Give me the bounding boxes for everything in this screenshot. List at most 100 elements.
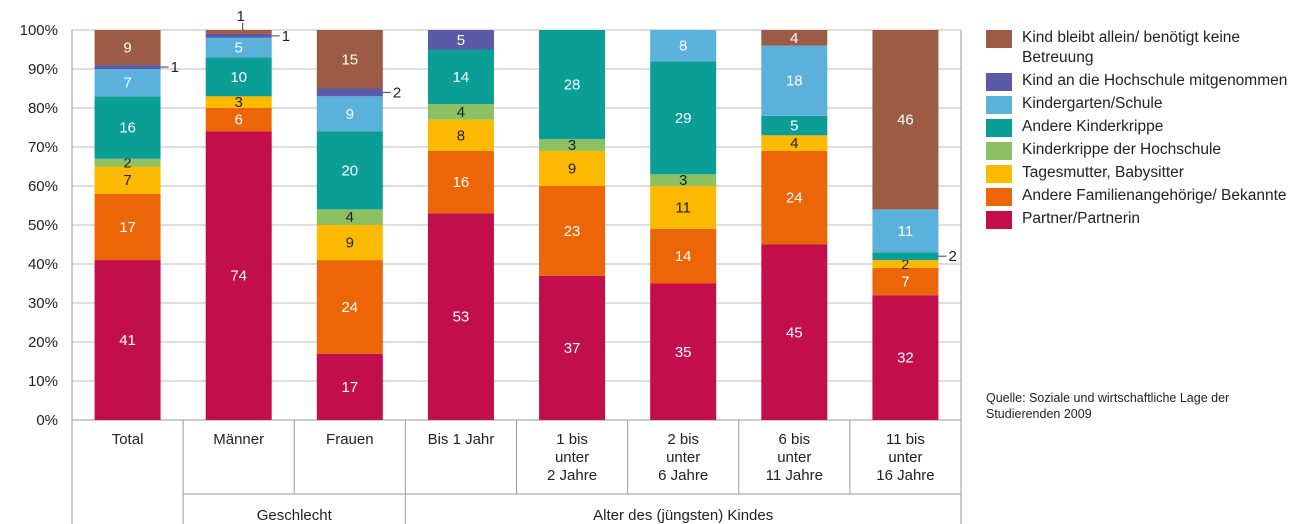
bar-segment xyxy=(94,30,161,66)
bar-segment xyxy=(761,45,828,116)
bar-segment xyxy=(94,158,161,167)
bar-segment xyxy=(650,61,717,175)
x-tick-label: 1 bis xyxy=(556,431,588,448)
x-tick-label: Total xyxy=(112,431,144,448)
bar-segment xyxy=(316,96,383,132)
data-label: 53 xyxy=(453,309,470,326)
x-tick-label: 2 bis xyxy=(667,431,699,448)
data-label: 1 xyxy=(171,59,179,76)
legend-item: Partner/Partnerin xyxy=(986,209,1296,229)
bar-segment xyxy=(205,33,272,38)
group-label: Geschlecht xyxy=(257,507,333,524)
legend-swatch xyxy=(986,142,1012,160)
bar-segment xyxy=(650,228,717,284)
legend-label: Tagesmutter, Babysitter xyxy=(1022,164,1184,181)
x-tick-label: 16 Jahre xyxy=(876,467,934,484)
bar-segment xyxy=(872,295,939,420)
bar-segment xyxy=(650,186,717,229)
legend-item: Tagesmutter, Babysitter xyxy=(986,163,1296,183)
bar-segment xyxy=(205,108,272,132)
y-tick-label: 20% xyxy=(28,334,58,351)
bar-segment xyxy=(650,30,717,62)
x-tick-label: unter xyxy=(555,449,589,466)
chart-legend: Kind bleibt allein/ benötigt keine Betre… xyxy=(986,28,1296,232)
bar-segment xyxy=(427,30,494,50)
data-label: 17 xyxy=(119,219,136,236)
bar-segment xyxy=(650,174,717,186)
legend-label: Kind bleibt allein/ benötigt keine Betre… xyxy=(1022,29,1241,66)
data-label: 2 xyxy=(124,155,132,171)
bar-segment xyxy=(872,252,939,261)
bar-segment xyxy=(761,150,828,245)
legend-item: Kind bleibt allein/ benötigt keine Betre… xyxy=(986,28,1296,68)
bar-segment xyxy=(316,30,383,89)
legend-swatch xyxy=(986,30,1012,48)
legend-item: Kind an die Hochschule mitgenommen xyxy=(986,71,1296,91)
legend-label: Kindergarten/Schule xyxy=(1022,95,1163,112)
legend-item: Kinderkrippe der Hochschule xyxy=(986,140,1296,160)
legend-label: Partner/Partnerin xyxy=(1022,210,1141,227)
bar-segment xyxy=(872,209,939,253)
y-tick-label: 10% xyxy=(28,373,58,390)
chart-plot: 0%10%20%30%40%50%60%70%80%90%100%4117721… xyxy=(20,8,962,524)
y-tick-label: 100% xyxy=(20,22,58,39)
data-label: 8 xyxy=(679,38,687,55)
y-tick-label: 0% xyxy=(36,412,58,429)
legend-swatch xyxy=(986,188,1012,206)
bar-segment xyxy=(205,37,272,58)
data-label: 1 xyxy=(237,8,245,25)
data-label: 5 xyxy=(457,32,465,49)
bar-segment xyxy=(427,49,494,105)
bar-segment xyxy=(427,104,494,120)
data-label: 45 xyxy=(786,324,803,341)
data-label: 32 xyxy=(897,350,914,367)
y-tick-label: 30% xyxy=(28,295,58,312)
bar-segment xyxy=(761,115,828,136)
data-label: 18 xyxy=(786,73,803,90)
data-label: 16 xyxy=(119,120,136,137)
data-label: 8 xyxy=(457,127,465,144)
bar-segment xyxy=(539,186,606,276)
data-label: 3 xyxy=(568,137,576,154)
data-label: 14 xyxy=(675,248,692,265)
y-tick-label: 50% xyxy=(28,217,58,234)
x-tick-label: 11 bis xyxy=(886,431,925,448)
bar-segment xyxy=(316,260,383,354)
data-label: 5 xyxy=(235,40,243,57)
data-label: 3 xyxy=(235,94,243,111)
bar-segment xyxy=(316,131,383,210)
data-label: 9 xyxy=(568,160,576,177)
bar-segment xyxy=(205,30,272,34)
y-tick-label: 70% xyxy=(28,139,58,156)
data-label: 2 xyxy=(902,256,910,272)
data-label: 16 xyxy=(453,174,470,191)
data-label: 9 xyxy=(123,40,131,57)
y-tick-label: 40% xyxy=(28,256,58,273)
bar-segment xyxy=(539,30,606,140)
legend-label: Kinderkrippe der Hochschule xyxy=(1022,141,1222,158)
x-tick-label: 2 Jahre xyxy=(547,467,597,484)
data-label: 29 xyxy=(675,110,692,127)
bar-segment xyxy=(94,65,161,69)
x-tick-label: Frauen xyxy=(326,431,374,448)
bar-segment xyxy=(94,96,161,159)
y-tick-label: 80% xyxy=(28,100,58,117)
data-label: 11 xyxy=(898,223,914,240)
bar-segment xyxy=(761,244,828,420)
bar-segment xyxy=(650,283,717,420)
y-tick-label: 90% xyxy=(28,61,58,78)
bar-segment xyxy=(94,193,161,261)
bar-segment xyxy=(872,30,939,210)
bar-segment xyxy=(94,260,161,420)
x-tick-label: 11 Jahre xyxy=(766,467,823,484)
data-label: 24 xyxy=(341,299,358,316)
data-label: 9 xyxy=(346,235,354,252)
legend-swatch xyxy=(986,165,1012,183)
data-label: 4 xyxy=(790,30,798,47)
data-label: 28 xyxy=(564,77,581,94)
legend-swatch xyxy=(986,73,1012,91)
data-label: 4 xyxy=(457,104,465,121)
data-label: 6 xyxy=(235,112,243,129)
bar-segment xyxy=(872,260,939,268)
